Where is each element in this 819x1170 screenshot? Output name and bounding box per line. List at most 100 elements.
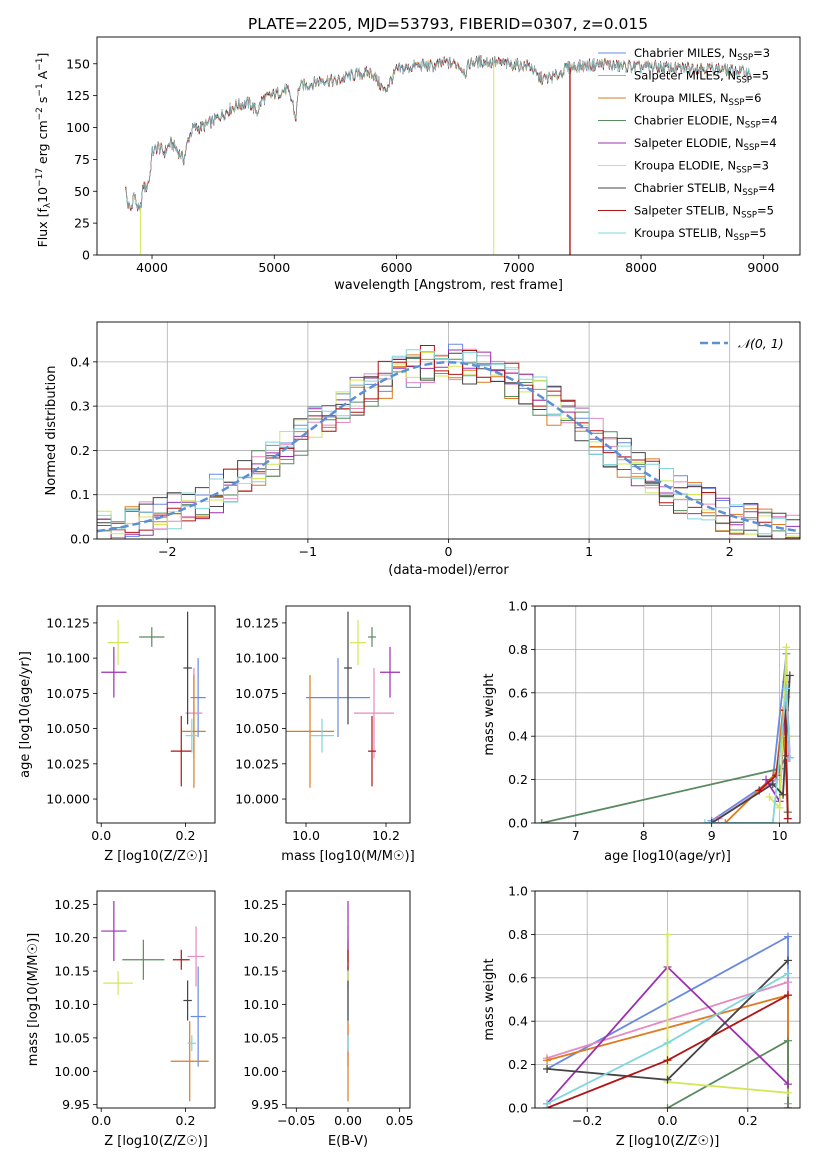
error-point bbox=[286, 675, 334, 788]
error-point bbox=[170, 715, 192, 787]
x-tick-label: −2 bbox=[158, 544, 176, 559]
normal-reference-curve bbox=[97, 361, 800, 533]
y-tick-label: 125 bbox=[66, 88, 90, 103]
y-tick-label: 10.25 bbox=[243, 897, 279, 912]
y-axis-label: Normed distribution bbox=[44, 366, 59, 496]
x-axis-label: wavelength [Angstrom, rest frame] bbox=[334, 278, 563, 293]
y-tick-label: 0.2 bbox=[508, 1057, 528, 1072]
x-tick-label: 8000 bbox=[625, 260, 657, 275]
legend-count: =4 bbox=[758, 181, 775, 195]
error-point bbox=[183, 980, 192, 1021]
y-axis-label-part: −1 bbox=[35, 83, 45, 96]
error-point bbox=[101, 646, 127, 698]
plot-area bbox=[97, 606, 215, 823]
x-axis-label: Z [log10(Z/Z☉)] bbox=[104, 1134, 208, 1149]
x-tick-label: −0.2 bbox=[572, 1113, 602, 1128]
y-tick-label: 100 bbox=[66, 120, 90, 135]
legend-entry: Chabrier MILES, NSSP=3 bbox=[634, 46, 770, 63]
y-axis-label-part: −2 bbox=[35, 107, 45, 120]
age-vs-metallicity-panel: 0.0 0.2 10.000 10.025 10.050 10.075 10.100 10.1… bbox=[18, 605, 216, 864]
y-tick-label: 10.00 bbox=[54, 1064, 90, 1079]
legend-entry: Kroupa STELIB, NSSP=5 bbox=[634, 226, 766, 243]
x-tick-label: 10.2 bbox=[372, 828, 400, 843]
legend-entry: Chabrier ELODIE, NSSP=4 bbox=[634, 114, 778, 131]
y-tick-label: 10.05 bbox=[243, 1030, 279, 1045]
y-axis-label: Flux [fλ10−17 erg cm−2 s−1 A−1] bbox=[35, 53, 53, 248]
x-axis-label: Z [log10(Z/Z☉)] bbox=[616, 1134, 720, 1149]
x-tick-label: −1 bbox=[299, 544, 317, 559]
plot-content bbox=[101, 901, 209, 1102]
y-tick-label: 10.100 bbox=[235, 651, 279, 666]
x-tick-label: 0.00 bbox=[334, 1113, 362, 1128]
x-tick-label: 4000 bbox=[136, 260, 168, 275]
axes-spine bbox=[534, 605, 801, 824]
y-axis-label-part: Flux [f bbox=[35, 208, 50, 248]
error-point bbox=[101, 901, 127, 962]
legend-subscript: SSP bbox=[736, 76, 752, 86]
y-tick-label: 10.15 bbox=[243, 964, 279, 979]
error-point bbox=[139, 627, 165, 647]
y-tick-label: 0.8 bbox=[508, 642, 528, 657]
legend-name: Chabrier ELODIE, N bbox=[634, 114, 745, 128]
legend-name: Chabrier MILES, N bbox=[634, 46, 737, 60]
x-axis-label: age [log10(age/yr)] bbox=[604, 849, 731, 864]
y-tick-label: 10.075 bbox=[235, 686, 279, 701]
y-axis-label-part: −1 bbox=[35, 58, 45, 71]
spectrum-line bbox=[124, 56, 752, 211]
legend-name: Salpeter STELIB, N bbox=[634, 204, 741, 218]
x-tick-label: 0.0 bbox=[658, 1113, 678, 1128]
axes-frame: 10.0 10.2 10.000 10.025 10.050 10.075 10.100 10… bbox=[235, 605, 411, 843]
legend-entry: Kroupa MILES, NSSP=6 bbox=[634, 91, 761, 108]
y-tick-label: 0.1 bbox=[70, 487, 90, 502]
y-tick-label: 10.100 bbox=[46, 651, 90, 666]
error-point bbox=[380, 646, 400, 698]
x-axis-label: Z [log10(Z/Z☉)] bbox=[104, 849, 208, 864]
legend-entry: Kroupa ELODIE, NSSP=3 bbox=[634, 159, 769, 176]
y-tick-label: 0.2 bbox=[508, 772, 528, 787]
x-tick-label: 7000 bbox=[503, 260, 535, 275]
y-axis-label-part: −17 bbox=[35, 168, 45, 187]
error-point bbox=[185, 718, 199, 753]
legend-entry: Salpeter STELIB, NSSP=5 bbox=[634, 204, 774, 221]
error-point bbox=[350, 620, 366, 666]
legend-entry: Salpeter MILES, NSSP=5 bbox=[634, 69, 769, 86]
y-tick-label: 1.0 bbox=[508, 599, 528, 614]
y-tick-label: 50 bbox=[74, 184, 90, 199]
axes-spine bbox=[96, 890, 216, 1109]
axes-frame: −2 −1 0 1 2 0.0 0.1 0.2 0.3 0.4 bbox=[70, 321, 801, 559]
y-tick-label: 0.3 bbox=[70, 399, 90, 414]
plot-content bbox=[286, 611, 400, 788]
y-tick-label: 10.000 bbox=[235, 792, 279, 807]
legend-subscript: SSP bbox=[745, 121, 761, 131]
mass-vs-metallicity-panel: 0.0 0.2 9.95 10.00 10.05 10.10 10.15 10.20 10.25… bbox=[26, 890, 216, 1149]
y-axis-label-part: A bbox=[35, 70, 50, 83]
y-tick-label: 0.4 bbox=[508, 1014, 528, 1029]
error-point bbox=[354, 668, 394, 759]
axes-spine bbox=[534, 890, 801, 1109]
axes-spine bbox=[285, 890, 411, 1109]
y-tick-label: 0.0 bbox=[508, 816, 528, 831]
axes-spine bbox=[96, 36, 801, 256]
x-axis-label: (data-model)/error bbox=[388, 563, 509, 578]
mass-vs-ebv-panel: −0.05 0.00 0.05 9.95 10.00 10.05 10.10 10.15 10.… bbox=[243, 890, 414, 1149]
x-tick-label: 8 bbox=[640, 828, 648, 843]
axes-frame: 0.0 0.2 10.000 10.025 10.050 10.075 10.100 10.1… bbox=[46, 605, 216, 843]
mass-weight-vs-metallicity-panel: −0.2 0.0 0.2 0.0 0.2 0.4 0.6 0.8 1.0 Z [log10(Z/Z… bbox=[482, 884, 801, 1149]
y-tick-label: 10.00 bbox=[243, 1064, 279, 1079]
y-tick-label: 10.125 bbox=[235, 615, 279, 630]
plot-area bbox=[535, 606, 800, 823]
y-axis-label-part: ] bbox=[35, 53, 50, 58]
legend-name: Salpeter MILES, N bbox=[634, 69, 736, 83]
legend: 𝒩(0, 1) bbox=[700, 336, 784, 351]
error-point bbox=[344, 611, 352, 725]
plot-content bbox=[537, 643, 794, 823]
error-point bbox=[183, 611, 192, 725]
y-tick-label: 0 bbox=[82, 248, 90, 263]
axes-frame: −0.05 0.00 0.05 9.95 10.00 10.05 10.10 10.15 10.… bbox=[243, 890, 414, 1128]
x-tick-label: −0.05 bbox=[277, 1113, 315, 1128]
y-tick-label: 10.20 bbox=[243, 930, 279, 945]
y-tick-label: 10.15 bbox=[54, 964, 90, 979]
y-tick-label: 10.25 bbox=[54, 897, 90, 912]
y-tick-label: 10.050 bbox=[46, 721, 90, 736]
y-tick-label: 0.4 bbox=[70, 354, 90, 369]
